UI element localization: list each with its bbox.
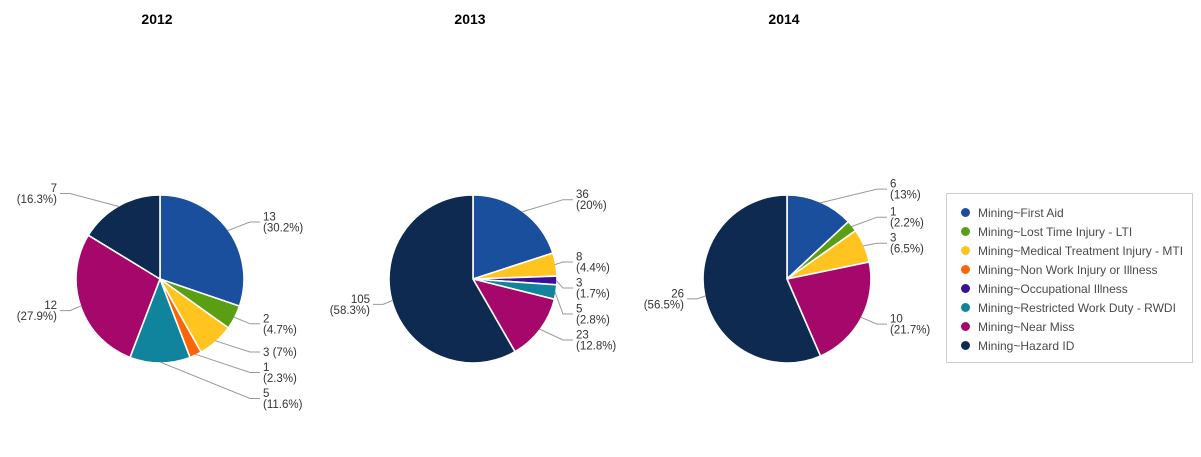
slice-label-mining-medical-treatment-injury-mti: 3 (6.5%) bbox=[890, 233, 924, 256]
slice-label-mining-first-aid: 6 (13%) bbox=[890, 179, 921, 202]
legend-label: Mining~Hazard ID bbox=[978, 338, 1075, 353]
legend-marker-icon bbox=[961, 246, 970, 255]
label-leader-line bbox=[687, 295, 706, 300]
chart-title-2014: 2014 bbox=[768, 11, 800, 27]
label-leader-line bbox=[521, 199, 573, 213]
slice-label-mining-occupational-illness: 3 (1.7%) bbox=[576, 278, 610, 301]
label-leader-line bbox=[863, 242, 887, 247]
legend-marker-icon bbox=[961, 284, 970, 293]
pie-svg-2012: 13 (30.2%) 2 (4.7%) 3 (7%) 1 (2.3%) 5 (11.6%) 7 (1… bbox=[17, 183, 304, 411]
pie-chart-2012: 2012 13 (30.2%) 2 (4.7%) 3 (7%) 1 (2.3%) 5 (11.6… bbox=[0, 0, 314, 457]
slice-label-mining-near-miss: 10 (21.7%) bbox=[890, 314, 930, 337]
legend-item-5[interactable]: Mining~Restricted Work Duty - RWDI bbox=[961, 298, 1192, 317]
slice-label-mining-hazard-id: 7 (16.3%) bbox=[17, 183, 57, 206]
label-leader-line bbox=[233, 316, 260, 325]
label-leader-line bbox=[851, 216, 887, 228]
legend-label: Mining~Restricted Work Duty - RWDI bbox=[978, 300, 1176, 315]
label-leader-line bbox=[539, 328, 573, 341]
label-leader-line bbox=[554, 291, 573, 315]
pie-slice-mining-restricted-work-duty-rwdi[interactable] bbox=[128, 276, 192, 364]
pie-chart-2013: 2013 36 (20%) 8 (4.4%) 3 (1.7%) 5 (2.8%) 23 (12.8… bbox=[313, 0, 627, 457]
legend-label: Mining~Near Miss bbox=[978, 319, 1075, 334]
label-leader-line bbox=[227, 221, 260, 232]
legend-item-6[interactable]: Mining~Near Miss bbox=[961, 317, 1192, 336]
slice-label-mining-non-work-injury-or-illness: 1 (2.3%) bbox=[263, 362, 297, 385]
legend-item-0[interactable]: Mining~First Aid bbox=[961, 203, 1192, 222]
slice-label-mining-medical-treatment-injury-mti: 8 (4.4%) bbox=[576, 252, 610, 275]
legend-label: Mining~Occupational Illness bbox=[978, 281, 1128, 296]
label-leader-line bbox=[555, 280, 573, 289]
label-leader-line bbox=[159, 361, 260, 399]
legend-marker-icon bbox=[961, 341, 970, 350]
legend-marker-icon bbox=[961, 322, 970, 331]
pie-chart-2014: 2014 6 (13%) 1 (2.2%) 3 (6.5%) 10 (21.7%) 26 (56.… bbox=[627, 0, 941, 457]
legend-item-1[interactable]: Mining~Lost Time Injury - LTI bbox=[961, 222, 1192, 241]
pie-slice-mining-hazard-id[interactable] bbox=[87, 194, 161, 281]
pie-svg-2014: 6 (13%) 1 (2.2%) 3 (6.5%) 10 (21.7%) 26 (56.5%) bbox=[644, 179, 930, 364]
label-leader-line bbox=[554, 261, 573, 266]
slice-label-mining-lost-time-injury-lti: 2 (4.7%) bbox=[263, 313, 297, 336]
legend-marker-icon bbox=[961, 303, 970, 312]
slice-label-mining-medical-treatment-injury-mti: 3 (7%) bbox=[263, 347, 297, 359]
legend-marker-icon bbox=[961, 227, 970, 236]
legend-marker-icon bbox=[961, 208, 970, 217]
legend-marker-icon bbox=[961, 265, 970, 274]
slice-label-mining-lost-time-injury-lti: 1 (2.2%) bbox=[890, 207, 924, 230]
legend-list: Mining~First Aid Mining~Lost Time Injury … bbox=[947, 194, 1192, 355]
slice-label-mining-first-aid: 13 (30.2%) bbox=[263, 212, 303, 235]
legend-label: Mining~Medical Treatment Injury - MTI bbox=[978, 243, 1184, 258]
label-leader-line bbox=[215, 340, 260, 353]
chart-title-2012: 2012 bbox=[141, 11, 173, 27]
slice-label-mining-near-miss: 12 (27.9%) bbox=[17, 300, 57, 323]
label-leader-line bbox=[860, 316, 887, 325]
legend-box: Mining~First Aid Mining~Lost Time Injury … bbox=[946, 193, 1193, 363]
slice-label-mining-hazard-id: 26 (56.5%) bbox=[644, 288, 684, 311]
slice-label-mining-restricted-work-duty-rwdi: 5 (11.6%) bbox=[263, 388, 303, 411]
legend-label: Mining~Non Work Injury or Illness bbox=[978, 262, 1158, 277]
legend-item-7[interactable]: Mining~Hazard ID bbox=[961, 336, 1192, 355]
pie-svg-2013: 36 (20%) 8 (4.4%) 3 (1.7%) 5 (2.8%) 23 (12.8%) 105… bbox=[330, 189, 616, 364]
legend-item-3[interactable]: Mining~Non Work Injury or Illness bbox=[961, 260, 1192, 279]
legend-label: Mining~First Aid bbox=[978, 205, 1064, 220]
legend-item-2[interactable]: Mining~Medical Treatment Injury - MTI bbox=[961, 241, 1192, 260]
legend-item-4[interactable]: Mining~Occupational Illness bbox=[961, 279, 1192, 298]
slice-label-mining-near-miss: 23 (12.8%) bbox=[576, 330, 616, 353]
chart-title-2013: 2013 bbox=[454, 11, 486, 27]
pie-slice-mining-first-aid[interactable] bbox=[786, 194, 850, 281]
slice-label-mining-first-aid: 36 (20%) bbox=[576, 189, 607, 212]
label-leader-line bbox=[819, 188, 887, 204]
slice-label-mining-restricted-work-duty-rwdi: 5 (2.8%) bbox=[576, 304, 610, 327]
label-leader-line bbox=[373, 300, 393, 305]
legend-label: Mining~Lost Time Injury - LTI bbox=[978, 224, 1133, 239]
label-leader-line bbox=[60, 193, 120, 208]
pie-slice-mining-first-aid[interactable] bbox=[472, 194, 554, 281]
label-leader-line bbox=[60, 305, 82, 312]
label-leader-line bbox=[195, 353, 260, 373]
slice-label-mining-hazard-id: 105 (58.3%) bbox=[330, 294, 370, 317]
